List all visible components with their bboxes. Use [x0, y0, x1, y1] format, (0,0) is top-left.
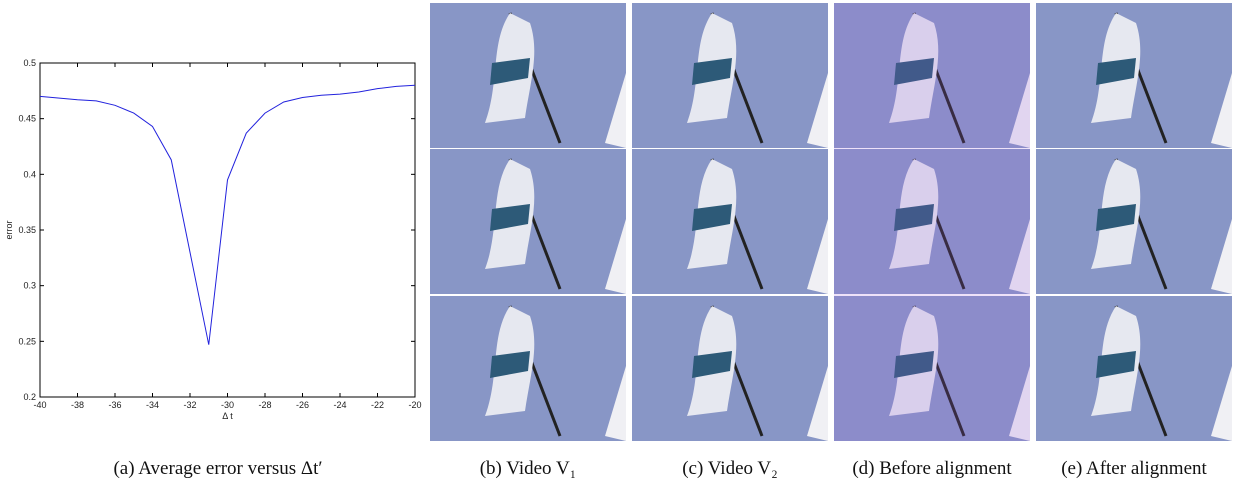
chart: 0.20.250.30.350.40.450.5-40-38-36-34-32-…	[4, 58, 422, 421]
x-tick-label: -40	[33, 400, 46, 410]
caption: (e) After alignment	[1061, 458, 1207, 479]
captions: (a) Average error versus Δt′ (b) Video V…	[113, 458, 1207, 479]
y-tick-label: 0.25	[18, 336, 36, 346]
figure: 0.20.250.30.350.40.450.5-40-38-36-34-32-…	[0, 0, 1244, 491]
x-tick-label: -34	[146, 400, 159, 410]
y-tick-label: 0.35	[18, 225, 36, 235]
x-tick-label: -30	[221, 400, 234, 410]
x-tick-label: -26	[296, 400, 309, 410]
caption: (b) Video V₁	[480, 458, 577, 479]
x-axis-label: Δ t	[222, 411, 233, 421]
y-tick-label: 0.4	[23, 169, 36, 179]
y-axis-label: error	[4, 220, 14, 239]
y-tick-label: 0.5	[23, 58, 36, 68]
x-tick-label: -22	[371, 400, 384, 410]
y-tick-label: 0.45	[18, 114, 36, 124]
caption: (c) Video V₂	[682, 458, 778, 479]
x-tick-label: -24	[333, 400, 346, 410]
y-tick-label: 0.3	[23, 281, 36, 291]
x-tick-label: -36	[108, 400, 121, 410]
x-tick-label: -32	[183, 400, 196, 410]
caption: (d) Before alignment	[852, 458, 1012, 479]
caption: (a) Average error versus Δt′	[113, 458, 322, 479]
x-tick-label: -20	[408, 400, 421, 410]
x-tick-label: -38	[71, 400, 84, 410]
plot-frame	[40, 63, 415, 397]
x-tick-label: -28	[258, 400, 271, 410]
image-panels	[430, 3, 1232, 441]
line-series	[40, 85, 415, 344]
